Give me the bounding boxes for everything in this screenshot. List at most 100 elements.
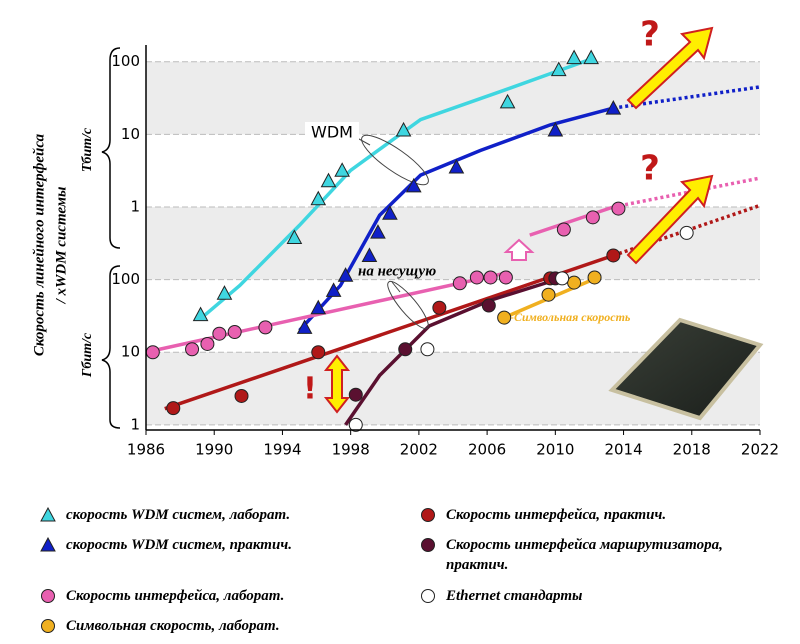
legend-label: скорость WDM систем, практич. xyxy=(66,537,292,554)
x-tick-label: 2010 xyxy=(536,441,574,459)
point xyxy=(41,618,55,633)
y-axis-title: Скорость линейного интерфейса xyxy=(31,133,47,356)
legend-label: скорость WDM систем, лаборат. xyxy=(66,507,291,523)
annotation: ! xyxy=(303,372,317,407)
point xyxy=(679,225,694,240)
legend-swatch xyxy=(421,538,435,553)
legend-label: Скорость интерфейса маршрутизатора, прак… xyxy=(446,537,723,574)
y-tick-label: 100 xyxy=(111,52,140,70)
legend-item: Скорость интерфейса маршрутизатора, прак… xyxy=(420,535,760,579)
annotation: -Символьная скорость xyxy=(510,310,631,324)
legend-item: скорость WDM систем, практич. xyxy=(40,535,420,579)
y-tick-label: 10 xyxy=(121,125,140,143)
growth-arrow xyxy=(626,26,714,110)
point xyxy=(567,275,582,290)
points xyxy=(145,49,694,432)
brace xyxy=(101,265,121,429)
point xyxy=(361,247,378,262)
point xyxy=(566,49,582,65)
trend-line xyxy=(298,106,614,332)
point xyxy=(469,270,484,285)
point xyxy=(348,417,363,432)
trend-line xyxy=(199,57,591,321)
ellipse xyxy=(387,280,429,330)
point xyxy=(227,325,242,340)
point xyxy=(145,345,160,360)
trend-line xyxy=(529,205,614,237)
trend-line xyxy=(344,276,561,426)
point xyxy=(587,270,602,285)
legend-label: Ethernet стандарты xyxy=(446,587,583,604)
y-tick-label: 1 xyxy=(130,415,140,433)
point xyxy=(40,507,56,522)
grid-band xyxy=(146,206,760,280)
annotation: на несущую xyxy=(358,263,436,279)
point xyxy=(234,388,249,403)
point xyxy=(405,177,422,193)
x-tick-label: 2022 xyxy=(741,441,779,459)
legend-label: Символьная скорость, лаборат. xyxy=(66,617,280,634)
x-tick-label: 1998 xyxy=(332,441,370,459)
point xyxy=(286,229,303,245)
point xyxy=(370,224,386,239)
legend-item: Скорость интерфейса, лаборат. xyxy=(40,586,420,610)
legend-swatch xyxy=(421,508,435,522)
legend-label: Скорость интерфейса, лаборат. xyxy=(66,587,285,604)
point xyxy=(348,387,363,402)
point xyxy=(499,93,516,109)
point xyxy=(448,158,465,174)
point xyxy=(583,49,599,65)
group-label: Гбит/с xyxy=(80,332,95,378)
point xyxy=(166,401,181,416)
point xyxy=(452,276,467,291)
point xyxy=(547,121,564,137)
point xyxy=(611,201,626,216)
point xyxy=(325,282,342,297)
point xyxy=(398,342,413,357)
x-tick-label: 2002 xyxy=(400,441,438,459)
brace xyxy=(101,47,121,249)
grid xyxy=(146,61,760,426)
annotation: WDM xyxy=(311,123,353,142)
point xyxy=(395,121,412,137)
y-tick-label: 100 xyxy=(111,270,140,288)
annotation: ? xyxy=(640,149,660,189)
step-arrow xyxy=(503,238,535,261)
legend-swatch xyxy=(40,537,56,552)
chip-image xyxy=(608,317,764,421)
point xyxy=(606,248,621,263)
point xyxy=(421,588,435,603)
point xyxy=(192,306,209,322)
point xyxy=(483,270,498,285)
point xyxy=(382,205,398,220)
point xyxy=(550,61,567,77)
point xyxy=(334,162,350,177)
point xyxy=(212,326,227,341)
point xyxy=(200,336,215,351)
legend-item: Ethernet стандарты xyxy=(420,586,760,610)
point xyxy=(337,267,354,282)
axes: 1 10 100 1 10 100 1986 1990 1994 1998 2002 2006 2010… xyxy=(111,45,779,459)
point xyxy=(555,271,570,286)
point xyxy=(320,172,337,188)
chart: Тбит/с Гбит/с Скорость линейного интерфе… xyxy=(31,15,779,459)
leader xyxy=(391,281,401,293)
double-arrow xyxy=(323,354,351,414)
trend-line xyxy=(164,253,614,411)
point xyxy=(556,222,571,237)
annotation: ? xyxy=(640,15,660,55)
point xyxy=(421,538,435,553)
x-tick-label: 1994 xyxy=(263,441,301,459)
point xyxy=(605,100,622,115)
legend-swatch xyxy=(41,588,55,603)
legend-swatch xyxy=(40,507,56,522)
legend-swatch xyxy=(421,588,435,603)
x-tick-label: 2018 xyxy=(673,441,711,459)
point xyxy=(497,310,512,325)
y-axis-title: / xWDM системы xyxy=(53,187,69,305)
point xyxy=(258,320,273,335)
point xyxy=(296,319,313,334)
point xyxy=(432,300,447,315)
y-tick-label: 10 xyxy=(121,343,140,361)
